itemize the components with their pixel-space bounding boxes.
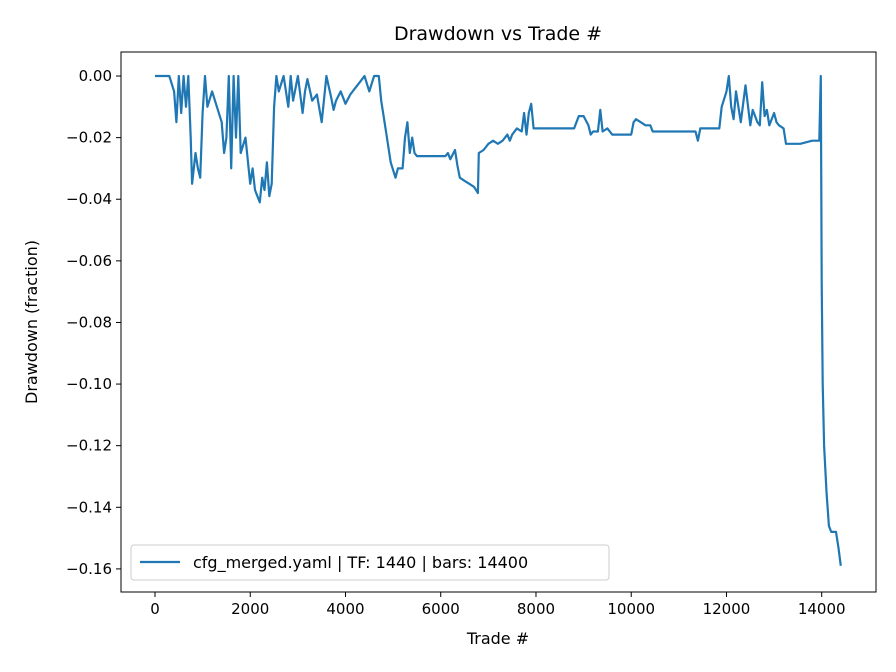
y-tick-label: −0.02 bbox=[66, 129, 112, 147]
chart-title: Drawdown vs Trade # bbox=[394, 23, 602, 45]
y-tick-label: −0.16 bbox=[66, 560, 112, 578]
legend-box bbox=[130, 544, 610, 581]
y-tick-label: −0.06 bbox=[66, 252, 112, 270]
legend-entry: cfg_merged.yaml | TF: 1440 | bars: 14400 bbox=[193, 553, 528, 573]
y-axis-label: Drawdown (fraction) bbox=[22, 240, 41, 404]
legend: cfg_merged.yaml | TF: 1440 | bars: 14400 bbox=[130, 544, 610, 581]
y-tick-label: −0.10 bbox=[66, 375, 112, 393]
y-tick-label: −0.14 bbox=[66, 498, 112, 516]
x-tick-label: 0 bbox=[150, 600, 160, 618]
x-tick-label: 4000 bbox=[326, 600, 364, 618]
series-line bbox=[155, 74, 842, 566]
axes-frame bbox=[120, 51, 877, 593]
x-axis-label: Trade # bbox=[466, 629, 529, 648]
y-tick-label: −0.12 bbox=[66, 437, 112, 455]
y-axis: 0.00 −0.02 −0.04 −0.06 −0.08 −0.10 −0.12 −0.14 −… bbox=[66, 67, 121, 578]
x-tick-label: 2000 bbox=[231, 600, 269, 618]
y-tick-label: −0.04 bbox=[66, 190, 112, 208]
y-tick-label: 0.00 bbox=[79, 67, 112, 85]
x-tick-label: 12000 bbox=[703, 600, 751, 618]
y-tick-label: −0.08 bbox=[66, 313, 112, 331]
x-tick-label: 14000 bbox=[798, 600, 846, 618]
x-tick-label: 8000 bbox=[517, 600, 555, 618]
x-axis: 0 2000 4000 6000 8000 10000 12000 14000 bbox=[150, 592, 846, 618]
x-tick-label: 6000 bbox=[422, 600, 460, 618]
plot-area bbox=[155, 74, 842, 566]
x-tick-label: 10000 bbox=[607, 600, 655, 618]
